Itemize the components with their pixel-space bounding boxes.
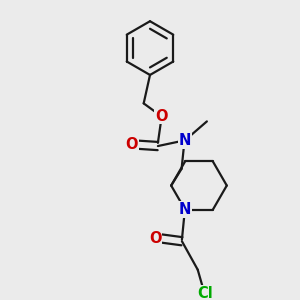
Text: O: O (125, 137, 138, 152)
Text: O: O (155, 109, 167, 124)
Text: N: N (178, 133, 191, 148)
Text: O: O (149, 231, 161, 246)
Text: Cl: Cl (198, 286, 214, 300)
Text: N: N (179, 202, 191, 217)
